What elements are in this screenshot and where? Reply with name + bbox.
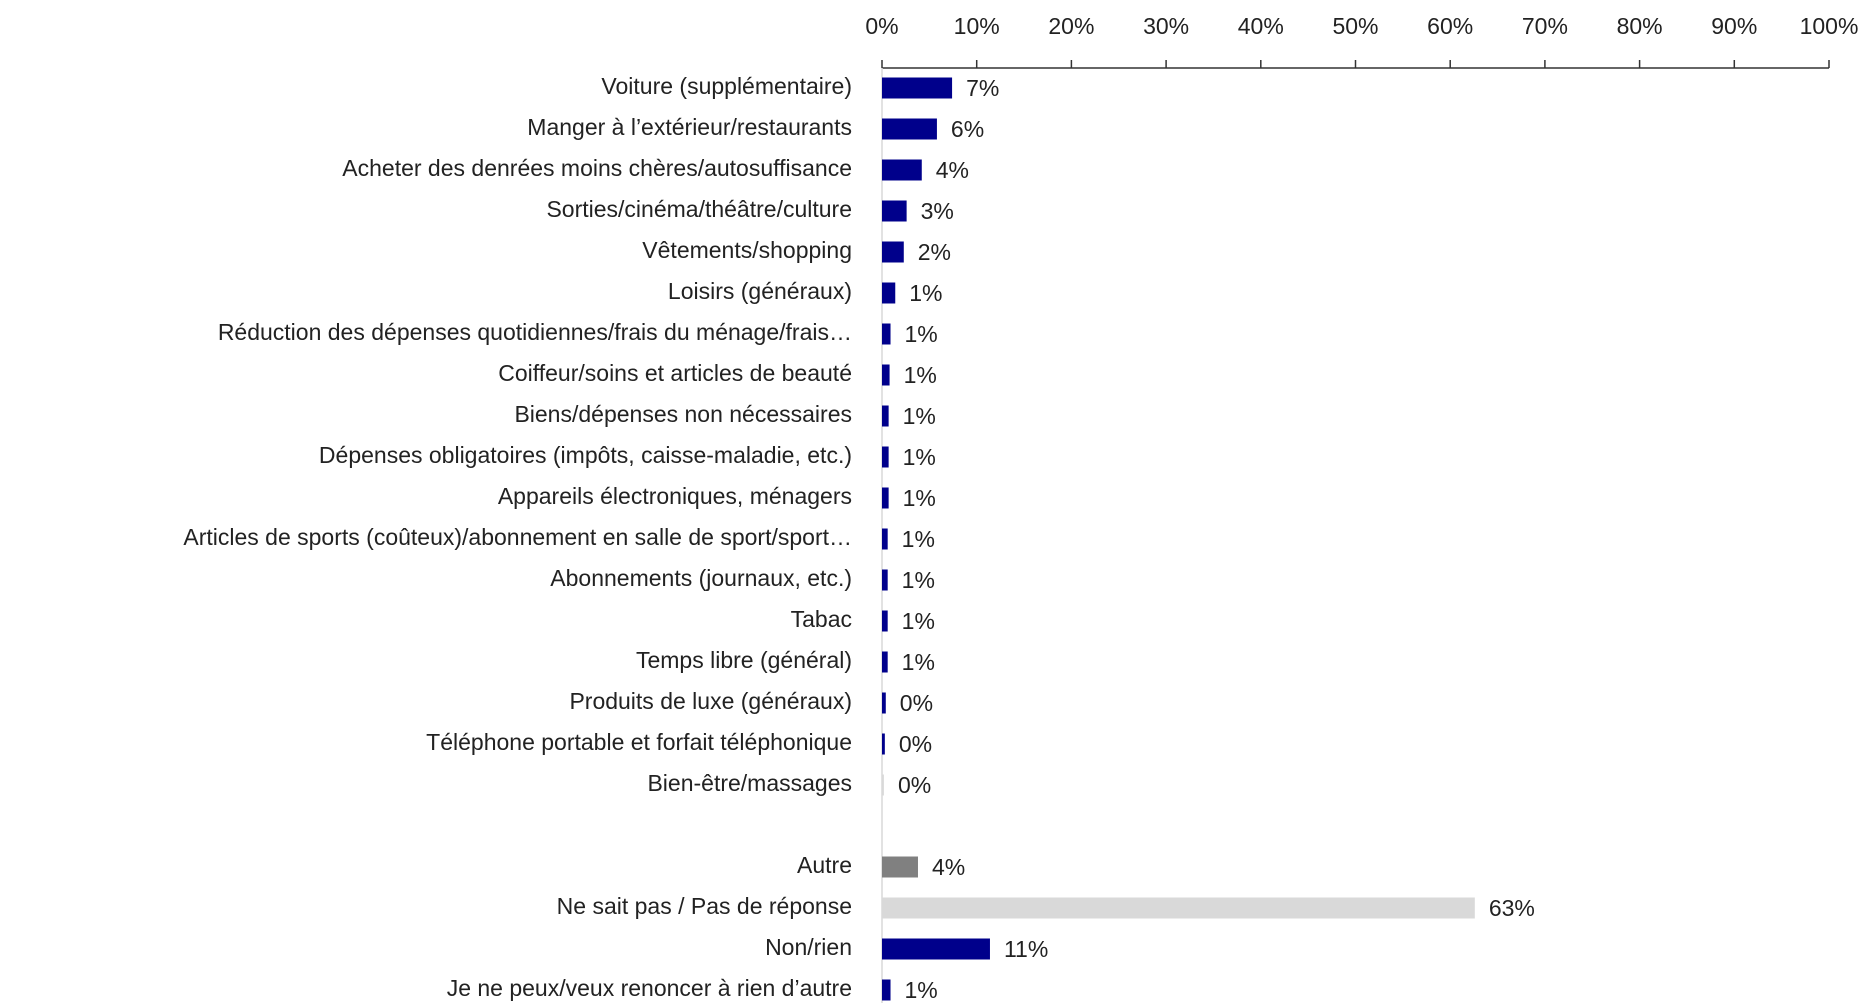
- value-label: 1%: [904, 362, 937, 388]
- category-label: Tabac: [791, 606, 852, 632]
- x-tick-label: 40%: [1238, 13, 1284, 39]
- value-label: 0%: [900, 690, 933, 716]
- bar: [882, 405, 889, 427]
- bar: [882, 979, 891, 1001]
- bar: [882, 200, 907, 222]
- bar: [882, 692, 886, 714]
- category-label: Coiffeur/soins et articles de beauté: [498, 360, 852, 386]
- value-label: 1%: [902, 649, 935, 675]
- value-label: 4%: [932, 854, 965, 880]
- bar: [882, 897, 1475, 919]
- category-label: Dépenses obligatoires (impôts, caisse-ma…: [319, 442, 852, 468]
- category-label: Biens/dépenses non nécessaires: [514, 401, 852, 427]
- value-label: 1%: [903, 403, 936, 429]
- category-label: Je ne peux/veux renoncer à rien d’autre: [447, 975, 852, 1001]
- bar: [882, 159, 922, 181]
- category-label: Temps libre (général): [636, 647, 852, 673]
- category-label: Acheter des denrées moins chères/autosuf…: [342, 155, 852, 181]
- category-label: Autre: [797, 852, 852, 878]
- bar: [882, 446, 889, 468]
- x-tick-label: 10%: [954, 13, 1000, 39]
- value-label: 1%: [905, 977, 938, 1003]
- category-label: Articles de sports (coûteux)/abonnement …: [183, 524, 852, 550]
- bar: [882, 487, 889, 509]
- category-label: Vêtements/shopping: [642, 237, 852, 263]
- x-tick-label: 80%: [1617, 13, 1663, 39]
- value-label: 0%: [899, 731, 932, 757]
- value-label: 1%: [902, 608, 935, 634]
- x-tick-label: 90%: [1711, 13, 1757, 39]
- x-tick-label: 30%: [1143, 13, 1189, 39]
- value-label: 1%: [903, 485, 936, 511]
- category-label: Appareils électroniques, ménagers: [498, 483, 852, 509]
- category-label: Ne sait pas / Pas de réponse: [557, 893, 852, 919]
- bar: [882, 323, 891, 345]
- bar: [882, 651, 888, 673]
- value-label: 1%: [902, 526, 935, 552]
- value-label: 1%: [902, 567, 935, 593]
- category-label: Manger à l’extérieur/restaurants: [527, 114, 852, 140]
- bar: [882, 733, 885, 755]
- bar: [882, 364, 890, 386]
- bar: [882, 856, 918, 878]
- category-label: Sorties/cinéma/théâtre/culture: [546, 196, 852, 222]
- value-label: 11%: [1004, 936, 1048, 962]
- x-tick-label: 70%: [1522, 13, 1568, 39]
- bar: [882, 118, 937, 140]
- value-label: 3%: [921, 198, 954, 224]
- value-label: 4%: [936, 157, 969, 183]
- value-label: 63%: [1489, 895, 1535, 921]
- value-label: 1%: [903, 444, 936, 470]
- bar: [882, 774, 884, 796]
- x-tick-label: 0%: [865, 13, 898, 39]
- category-label: Réduction des dépenses quotidiennes/frai…: [218, 319, 852, 345]
- category-label: Voiture (supplémentaire): [601, 73, 852, 99]
- bar: [882, 938, 990, 960]
- x-tick-label: 100%: [1800, 13, 1859, 39]
- category-label: Bien-être/massages: [647, 770, 852, 796]
- category-label: Non/rien: [765, 934, 852, 960]
- bar: [882, 610, 888, 632]
- category-label: Loisirs (généraux): [668, 278, 852, 304]
- value-label: 1%: [909, 280, 942, 306]
- bar: [882, 77, 953, 99]
- x-tick-label: 60%: [1427, 13, 1473, 39]
- category-label: Produits de luxe (généraux): [569, 688, 852, 714]
- x-tick-label: 50%: [1332, 13, 1378, 39]
- value-label: 7%: [966, 75, 999, 101]
- value-label: 0%: [898, 772, 931, 798]
- category-label: Téléphone portable et forfait téléphoniq…: [426, 729, 852, 755]
- bar: [882, 569, 888, 591]
- x-tick-label: 20%: [1048, 13, 1094, 39]
- bar: [882, 241, 904, 263]
- bar: [882, 282, 896, 304]
- value-label: 2%: [918, 239, 951, 265]
- bar: [882, 528, 888, 550]
- category-label: Abonnements (journaux, etc.): [550, 565, 852, 591]
- value-label: 6%: [951, 116, 984, 142]
- value-label: 1%: [905, 321, 938, 347]
